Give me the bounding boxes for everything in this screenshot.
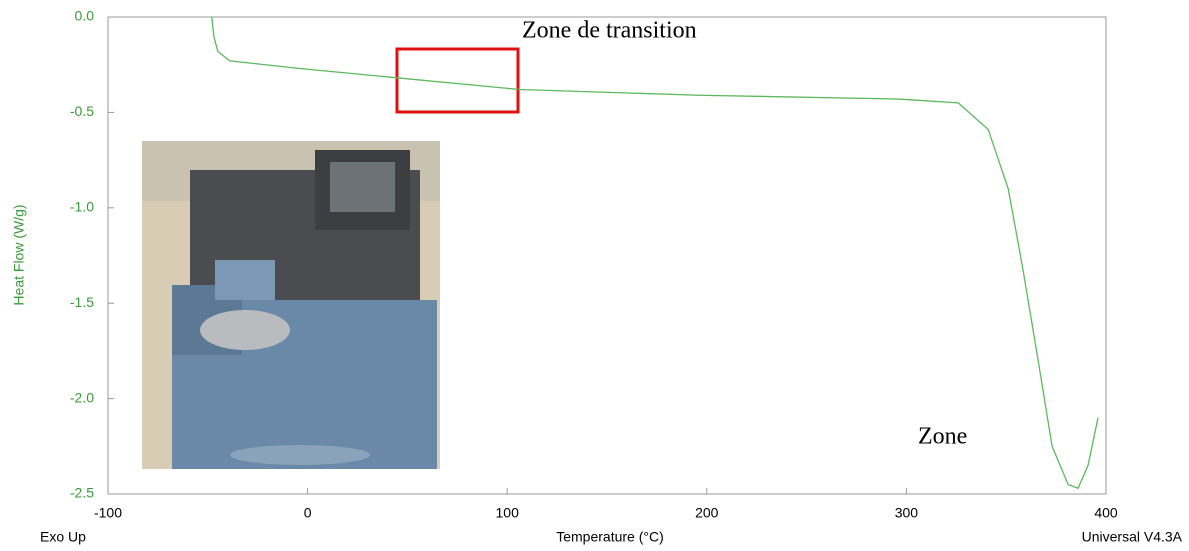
plot-frame xyxy=(107,16,1107,495)
highlight-box xyxy=(395,47,520,114)
version-label: Universal V4.3A xyxy=(1082,529,1183,545)
y-tick-label: 0.0 xyxy=(75,8,95,24)
x-tick-label: 0 xyxy=(304,505,312,521)
heat-flow-line xyxy=(211,16,1099,490)
y-tick-label: -1.5 xyxy=(70,294,94,310)
y-tick-label: -1.0 xyxy=(70,199,94,215)
y-axis-label: Heat Flow (W/g) xyxy=(11,204,27,305)
x-axis-label: Temperature (°C) xyxy=(556,529,664,545)
x-tick-label: 200 xyxy=(695,505,719,521)
x-tick-label: 400 xyxy=(1094,505,1118,521)
x-tick-label: 300 xyxy=(895,505,919,521)
y-tick-label: -0.5 xyxy=(70,103,94,119)
exo-up-label: Exo Up xyxy=(40,529,86,545)
instrument-photo xyxy=(142,141,440,469)
annotation: Zone de transition xyxy=(522,18,697,44)
y-tick-label: -2.5 xyxy=(70,485,94,501)
y-tick-label: -2.0 xyxy=(70,389,94,405)
x-tick-label: 100 xyxy=(496,505,520,521)
annotation: Zone xyxy=(918,424,967,450)
x-tick-label: -100 xyxy=(94,505,122,521)
